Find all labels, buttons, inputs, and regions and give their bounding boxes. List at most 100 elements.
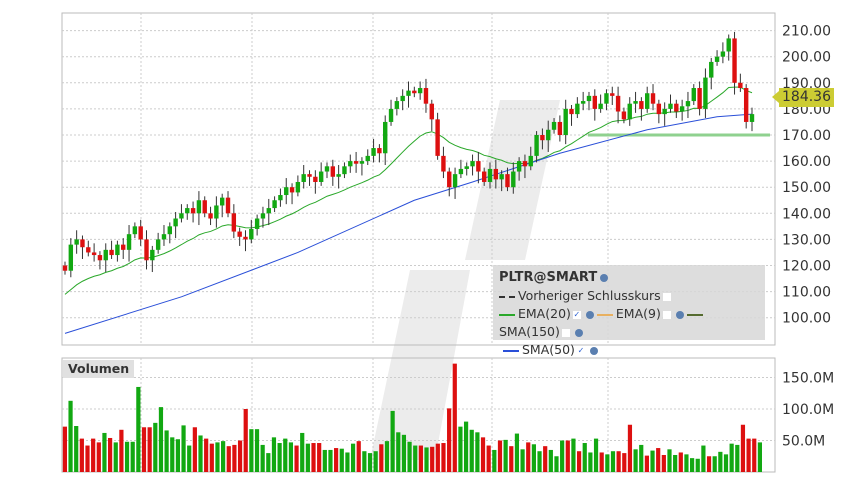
candle-up <box>161 234 167 240</box>
volume-bar <box>85 445 90 472</box>
candle-down <box>732 38 737 83</box>
volume-bar <box>170 437 175 472</box>
candle-up <box>365 155 370 162</box>
volume-bar <box>221 441 226 472</box>
volume-bar <box>752 438 757 472</box>
volume-panel-label: Volumen <box>63 360 135 378</box>
candle-up <box>406 90 411 96</box>
volume-bar <box>192 427 197 472</box>
candle-up <box>499 174 504 180</box>
volume-bar <box>362 451 367 472</box>
candle-up <box>662 108 667 115</box>
candle-down <box>429 103 434 120</box>
volume-bar <box>147 427 152 472</box>
volume-bar <box>124 441 130 472</box>
candle-up <box>103 249 108 261</box>
volume-bar <box>554 456 559 472</box>
volume-tick-label: 150.0M <box>782 371 834 387</box>
volume-bar <box>605 454 610 472</box>
candle-up <box>301 174 306 182</box>
candle-up <box>249 228 254 240</box>
candle-down <box>313 176 318 182</box>
volume-bar <box>486 445 491 472</box>
volume-bar <box>531 444 536 472</box>
volume-bar <box>237 440 243 472</box>
legend: PLTR@SMART Vorheriger Schlusskurs EMA(20… <box>493 265 765 357</box>
candle-down <box>307 174 312 177</box>
volume-bar <box>294 445 299 472</box>
checkbox-ema20[interactable]: ✓ <box>572 309 581 319</box>
price-tick-label: 190.00 <box>782 76 831 92</box>
candle-up <box>383 121 388 154</box>
volume-bar <box>311 443 316 472</box>
volume-bar <box>565 440 570 472</box>
volume-bar <box>695 458 700 472</box>
candle-up <box>458 168 464 175</box>
globe-icon[interactable] <box>675 310 684 319</box>
candle-down <box>674 103 679 112</box>
candle-down <box>505 174 510 188</box>
volume-bar <box>153 422 158 472</box>
globe-icon[interactable] <box>600 273 609 282</box>
sma50-line <box>64 113 753 334</box>
candle-up <box>272 200 277 209</box>
candle-down <box>435 119 440 156</box>
candle-up <box>295 181 301 193</box>
ema20-line <box>64 86 753 295</box>
candle-up <box>278 195 283 201</box>
candle-up <box>266 208 271 214</box>
candle-down <box>377 148 382 154</box>
volume-bar <box>141 427 147 472</box>
checkbox-prev-close[interactable] <box>662 292 671 301</box>
candle-up <box>709 61 714 78</box>
volume-bar <box>345 452 350 472</box>
volume-bar <box>452 363 457 472</box>
volume-bar <box>639 444 644 472</box>
volume-bar <box>418 445 423 472</box>
checkbox-sma150[interactable] <box>561 328 570 337</box>
candle-down <box>423 88 429 104</box>
volume-bar <box>622 453 627 472</box>
volume-bar <box>356 441 361 472</box>
candle-up <box>388 108 394 122</box>
volume-bar <box>226 446 231 472</box>
volume-bar <box>526 442 531 472</box>
volume-bar <box>74 426 79 472</box>
candle-down <box>697 88 702 109</box>
price-tick-label: 130.00 <box>782 232 831 248</box>
volume-bar <box>723 454 729 472</box>
candle-up <box>132 226 138 235</box>
volume-bar <box>62 426 67 472</box>
candle-up <box>150 249 155 261</box>
checkbox-sma50[interactable]: ✓ <box>576 345 585 355</box>
volume-bar <box>339 448 344 472</box>
candle-up <box>685 101 691 107</box>
legend-ema20[interactable]: EMA(20) ✓ <box>499 306 597 321</box>
volume-bar <box>441 443 446 472</box>
candle-up <box>749 114 755 122</box>
volume-bar <box>283 438 288 472</box>
price-tick-label: 120.00 <box>782 259 831 275</box>
volume-bar <box>480 437 486 472</box>
volume-bar <box>181 425 186 472</box>
legend-sma50[interactable]: SMA(50) ✓ <box>499 341 759 359</box>
legend-sma150[interactable]: SMA(150) <box>499 306 706 339</box>
volume-bar <box>215 442 220 472</box>
legend-ema9[interactable]: EMA(9) <box>596 306 687 321</box>
volume-bar <box>757 442 762 472</box>
candle-down <box>231 213 237 232</box>
globe-icon[interactable] <box>574 328 583 337</box>
legend-prev-close[interactable]: Vorheriger Schlusskurs <box>499 287 759 305</box>
volume-bar <box>718 451 723 472</box>
candle-down <box>522 161 528 167</box>
candle-up <box>464 166 469 169</box>
globe-icon[interactable] <box>589 346 598 355</box>
volume-bar <box>492 449 497 472</box>
candle-up <box>726 38 731 52</box>
checkbox-ema9[interactable] <box>662 310 671 319</box>
volume-bar <box>509 446 514 472</box>
globe-icon[interactable] <box>585 310 594 319</box>
volume-bar <box>367 453 373 472</box>
volume-tick-label: 50.0M <box>782 434 825 450</box>
candle-up <box>604 93 609 104</box>
